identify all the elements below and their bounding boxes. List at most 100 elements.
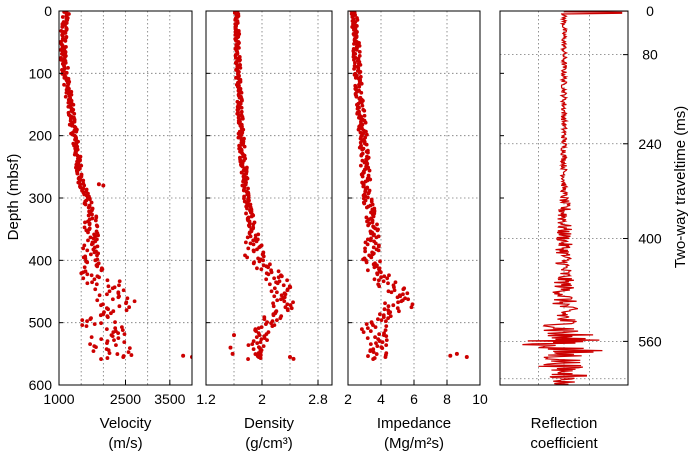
impedance-data-point xyxy=(376,278,381,283)
impedance-data-point xyxy=(384,319,388,324)
velocity-data-point xyxy=(114,343,118,348)
impedance-data-point xyxy=(384,324,389,329)
velocity-xlabel-units: (m/s) xyxy=(108,435,142,452)
impedance-data-point xyxy=(353,75,358,80)
velocity-data-point xyxy=(95,253,99,258)
impedance-data-point xyxy=(401,292,405,297)
velocity-data-point xyxy=(83,256,88,261)
velocity-data-point xyxy=(63,94,68,99)
density-data-point xyxy=(272,276,277,281)
reflection-marks xyxy=(522,11,628,385)
impedance-x-tick-label: 10 xyxy=(472,391,488,407)
impedance-data-point xyxy=(386,316,391,321)
reflection-trace xyxy=(522,11,628,385)
velocity-data-point xyxy=(81,178,86,183)
impedance-data-point xyxy=(370,220,375,225)
velocity-data-point xyxy=(86,238,90,243)
density-data-point xyxy=(242,144,247,149)
impedance-data-point xyxy=(365,268,370,273)
density-data-point xyxy=(285,308,290,313)
impedance-data-point xyxy=(376,248,381,253)
density-data-point xyxy=(279,274,284,279)
density-data-point xyxy=(283,292,288,297)
impedance-x-tick-label: 2 xyxy=(344,391,352,407)
impedance-data-point xyxy=(393,280,398,285)
impedance-data-point xyxy=(454,351,459,356)
velocity-data-point xyxy=(86,213,91,218)
velocity-data-point xyxy=(91,349,96,353)
density-data-point xyxy=(255,341,260,346)
density-x-tick-label: 2.8 xyxy=(308,391,328,407)
panel-reflection: Reflection coefficient xyxy=(499,10,629,452)
impedance-data-point xyxy=(448,353,453,358)
velocity-data-point xyxy=(85,281,90,286)
impedance-data-point xyxy=(361,184,366,189)
density-data-point xyxy=(259,267,264,272)
impedance-data-point xyxy=(396,300,400,305)
density-data-point xyxy=(265,338,269,343)
impedance-data-point xyxy=(367,168,372,173)
velocity-data-point xyxy=(127,305,132,310)
density-data-point xyxy=(249,214,254,219)
impedance-data-point xyxy=(378,259,382,264)
velocity-data-point xyxy=(117,279,122,284)
velocity-grid xyxy=(59,11,192,385)
impedance-data-point xyxy=(355,106,360,111)
density-data-point xyxy=(270,324,275,329)
impedance-data-point xyxy=(366,150,370,155)
impedance-data-point xyxy=(366,223,371,228)
density-data-point xyxy=(245,235,250,240)
density-data-point xyxy=(267,282,272,287)
velocity-data-point xyxy=(84,324,89,329)
impedance-data-point xyxy=(392,285,396,290)
impedance-data-point xyxy=(371,245,376,250)
impedance-data-point xyxy=(359,153,364,158)
density-data-point xyxy=(269,321,273,326)
velocity-data-point xyxy=(107,289,112,294)
y2-axis-label: Two-way traveltime (ms) xyxy=(672,106,689,269)
density-data-point xyxy=(237,58,242,63)
velocity-data-point xyxy=(79,271,84,276)
density-data-point xyxy=(250,342,255,347)
velocity-data-point xyxy=(105,278,110,283)
density-data-point xyxy=(271,313,276,318)
velocity-data-point xyxy=(124,301,128,306)
impedance-data-point xyxy=(374,235,379,240)
velocity-data-point xyxy=(99,268,104,273)
density-data-point xyxy=(255,266,259,271)
velocity-data-point xyxy=(85,272,90,277)
velocity-data-point xyxy=(96,233,100,238)
velocity-data-point xyxy=(96,182,101,187)
impedance-data-point xyxy=(372,277,377,282)
velocity-data-point xyxy=(120,328,125,333)
impedance-data-point xyxy=(356,127,361,132)
panel-density: 1.2 2 2.8 Density (g/cm³) xyxy=(196,10,333,452)
impedance-data-point xyxy=(379,318,384,323)
impedance-data-point xyxy=(363,120,368,125)
density-data-point xyxy=(266,272,271,277)
impedance-data-point xyxy=(395,295,400,300)
density-data-point xyxy=(271,301,275,306)
velocity-data-point xyxy=(95,298,100,303)
velocity-data-point xyxy=(93,218,98,223)
density-data-point xyxy=(244,211,248,216)
velocity-data-point xyxy=(89,200,94,205)
density-data-point xyxy=(285,302,290,307)
y-tick-label: 0 xyxy=(44,3,52,19)
impedance-data-point xyxy=(375,344,380,348)
y-tick-label: 200 xyxy=(29,128,53,144)
impedance-data-point xyxy=(354,48,359,52)
impedance-data-point xyxy=(377,284,382,289)
impedance-data-point xyxy=(376,244,381,249)
density-data-point xyxy=(247,231,252,236)
velocity-data-point xyxy=(110,286,115,291)
velocity-data-point xyxy=(117,283,121,288)
density-data-point xyxy=(259,325,264,330)
impedance-data-point xyxy=(360,103,365,108)
impedance-data-point xyxy=(360,174,365,179)
y-axis-label: Depth (mbsf) xyxy=(5,154,22,241)
velocity-marks xyxy=(59,11,192,361)
density-data-point xyxy=(230,351,235,356)
